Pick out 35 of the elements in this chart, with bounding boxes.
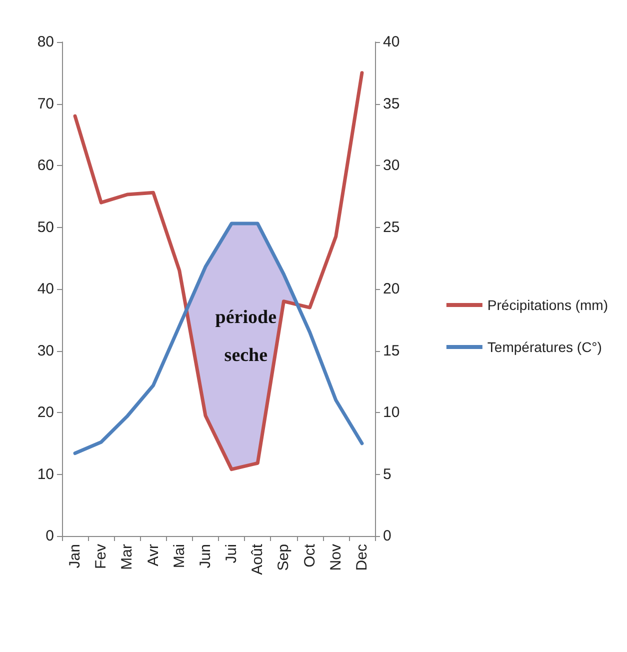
y-tick-label: 20 — [37, 404, 54, 421]
y2-tick-label: 0 — [383, 528, 392, 544]
line-series — [73, 71, 364, 472]
x-tick-label: Jui — [223, 544, 240, 564]
x-tick-label: Mai — [170, 544, 188, 568]
annotation: période seche — [215, 307, 277, 366]
x-tick-label: Avr — [144, 544, 162, 566]
y-tick-label: 10 — [37, 466, 54, 483]
legend-label: Températures (C°) — [487, 339, 602, 355]
x-tick-label: Dec — [353, 544, 370, 571]
line-series — [73, 222, 364, 456]
x-tick-label: Nov — [327, 544, 344, 571]
x-tick-label: Mar — [118, 544, 136, 570]
x-tick-label: Jan — [66, 544, 84, 568]
x-tick-label: Fev — [92, 544, 110, 570]
y2-tick-label: 40 — [383, 34, 400, 50]
y2-tick-label: 35 — [383, 95, 400, 112]
x-tick-label: Jun — [196, 544, 214, 568]
y-tick-label: 50 — [37, 218, 54, 236]
y2-tick-label: 25 — [383, 218, 400, 236]
y-tick-label: 40 — [37, 280, 54, 298]
y-tick-label: 30 — [37, 342, 54, 360]
x-tick-label: Oct — [301, 543, 318, 568]
y2-tick-label: 5 — [383, 466, 392, 483]
y2-tick-label: 30 — [383, 157, 400, 174]
x-tick-label: Août — [249, 543, 266, 575]
y-tick-label: 80 — [37, 34, 54, 50]
y-tick-label: 70 — [37, 95, 54, 112]
y-tick-label: 60 — [37, 157, 54, 174]
y2-tick-label: 20 — [383, 280, 400, 298]
y2-tick-label: 15 — [383, 342, 400, 360]
y-tick-label: 0 — [46, 528, 54, 544]
legend-label: Précipitations (mm) — [487, 297, 608, 313]
y2-tick-label: 10 — [383, 404, 400, 421]
x-tick-label: Sep — [275, 544, 292, 571]
